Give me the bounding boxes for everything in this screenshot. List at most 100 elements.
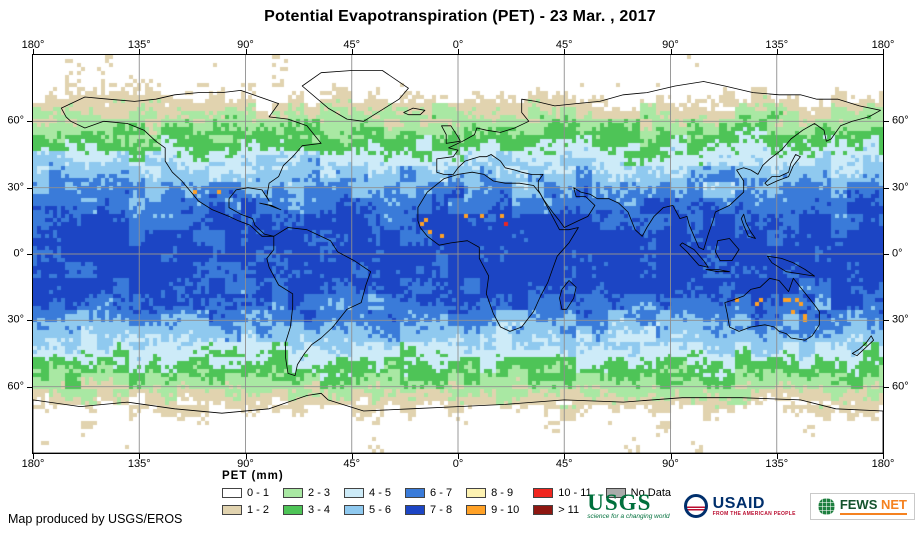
legend-swatch: [283, 488, 304, 498]
fewsnet-logo-text: FEWS NET: [839, 496, 907, 512]
usaid-logo: USAID FROM THE AMERICAN PEOPLE: [683, 494, 796, 518]
axis-tick: [883, 454, 884, 459]
axis-tick: [139, 49, 141, 54]
legend-item: 5 - 6: [344, 502, 391, 518]
axis-tick: [245, 454, 247, 459]
axis-tick: [884, 121, 889, 123]
usgs-tagline: science for a changing world: [587, 513, 670, 520]
map-frame: [32, 54, 884, 454]
axis-label: 180°: [871, 458, 895, 470]
usaid-logo-text: USAID: [712, 494, 765, 512]
legend-item: No Data: [605, 485, 671, 501]
legend-swatch: [222, 505, 242, 515]
axis-tick: [458, 49, 459, 54]
legend-label: 5 - 6: [369, 504, 392, 516]
legend-label: 1 - 2: [247, 504, 270, 516]
legend-label: 7 - 8: [430, 504, 453, 516]
axis-tick: [776, 454, 778, 459]
legend-label: 4 - 5: [369, 487, 392, 499]
legend-label: 0 - 1: [247, 487, 270, 499]
usaid-seal-icon: [683, 494, 708, 518]
axis-label: 135°: [765, 458, 789, 470]
axis-tick: [776, 49, 778, 54]
legend-item: 0 - 1: [222, 485, 269, 501]
axis-label: 45°: [555, 39, 573, 51]
logos: USGS science for a changing world USAID …: [587, 490, 915, 520]
legend-swatch: [344, 488, 365, 498]
axis-tick: [670, 49, 672, 54]
axis-label: 90°: [237, 458, 254, 470]
legend-label: 3 - 4: [308, 504, 331, 516]
legend: PET (mm) 0 - 1 1 - 2 2 - 3 3 - 4 4 - 5 5 - 6 6…: [222, 470, 671, 518]
legend-title: PET (mm): [222, 470, 284, 482]
axis-tick: [27, 187, 32, 189]
axis-tick: [351, 454, 353, 459]
legend-item: 2 - 3: [283, 485, 330, 501]
axis-label: 45°: [343, 39, 361, 51]
axis-tick: [27, 254, 32, 255]
axis-tick: [27, 386, 32, 388]
axis-label: 30°: [892, 313, 909, 326]
legend-swatch: [605, 488, 626, 498]
legend-swatch: [466, 488, 487, 498]
axis-label: 180°: [21, 39, 45, 51]
legend-item: 6 - 7: [405, 485, 452, 501]
usgs-logo: USGS science for a changing world: [587, 490, 670, 520]
axis-label: 90°: [237, 39, 254, 51]
axis-label: 60°: [892, 114, 909, 127]
legend-label: 9 - 10: [491, 504, 520, 516]
axis-label: 0°: [452, 458, 464, 470]
legend-item: 4 - 5: [344, 485, 391, 501]
axis-label: 90°: [662, 39, 679, 51]
legend-item: 1 - 2: [222, 502, 269, 518]
fewsnet-underline: [839, 512, 907, 515]
axis-tick: [245, 49, 247, 54]
legend-label: 2 - 3: [308, 487, 331, 499]
axis-label: 180°: [21, 458, 45, 470]
axis-label: 30°: [892, 181, 909, 194]
legend-label: > 11: [558, 504, 580, 516]
legend-label: 8 - 9: [491, 487, 514, 499]
legend-item: 7 - 8: [405, 502, 452, 518]
usgs-logo-text: USGS: [587, 490, 652, 515]
axis-tick: [884, 254, 889, 255]
legend-swatch: [405, 488, 426, 498]
axis-label: 135°: [127, 458, 151, 470]
legend-swatch: [222, 488, 242, 498]
credit-text: Map produced by USGS/EROS: [8, 512, 183, 526]
axis-tick: [564, 49, 566, 54]
legend-swatch: [283, 505, 304, 515]
axis-tick: [670, 454, 672, 459]
map-overlay: [33, 55, 883, 453]
axis-tick: [33, 454, 34, 459]
legend-label: 10 - 11: [558, 487, 592, 499]
axis-label: 135°: [127, 39, 151, 51]
fewsnet-logo: FEWS NET: [809, 492, 915, 520]
axis-tick: [564, 454, 566, 459]
globe-icon: [817, 497, 835, 515]
axis-label: 30°: [7, 313, 24, 326]
axis-tick: [458, 454, 459, 459]
axis-label: 60°: [7, 380, 24, 393]
legend-item: 9 - 10: [466, 502, 519, 518]
legend-swatch: [533, 505, 554, 515]
legend-swatch: [466, 505, 487, 515]
legend-label: No Data: [630, 487, 671, 499]
legend-swatch: [344, 505, 365, 515]
axis-tick: [351, 49, 353, 54]
legend-item: 8 - 9: [466, 485, 519, 501]
legend-swatch: [405, 505, 426, 515]
axis-label: 0°: [13, 247, 24, 260]
legend-item: > 11: [533, 502, 591, 518]
axis-label: 0°: [452, 39, 464, 51]
legend-item: 10 - 11: [533, 485, 592, 501]
axis-label: 60°: [7, 114, 24, 127]
axis-label: 60°: [892, 380, 909, 393]
axis-tick: [884, 187, 889, 189]
axis-label: 30°: [7, 181, 24, 194]
axis-tick: [884, 386, 889, 388]
axis-label: 135°: [765, 39, 789, 51]
axis-label: 180°: [871, 39, 895, 51]
axis-tick: [139, 454, 141, 459]
